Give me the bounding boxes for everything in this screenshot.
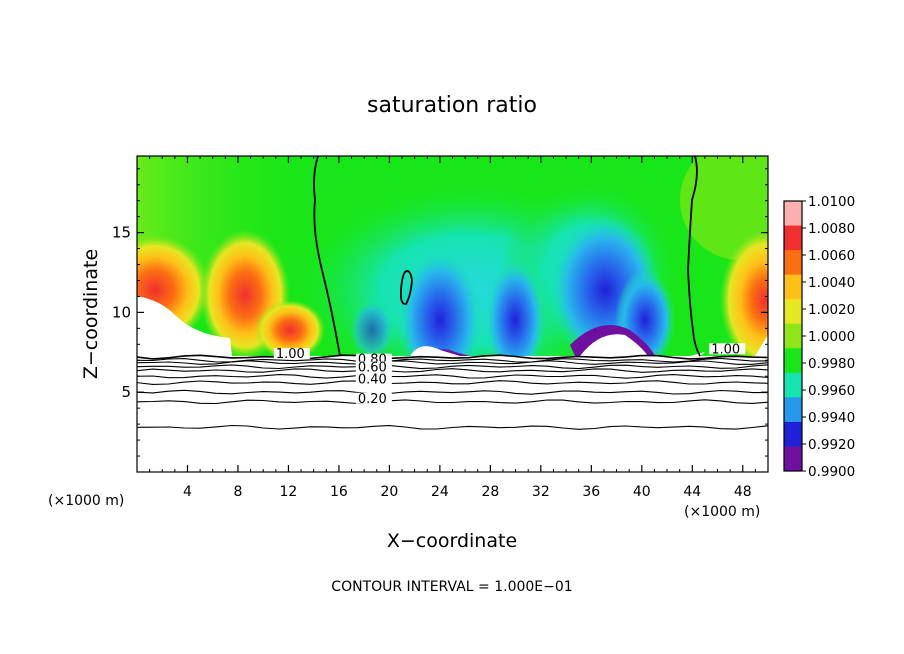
- x-tick-label: 40: [633, 484, 651, 500]
- contour-label: 1.00: [711, 342, 740, 357]
- colorbar-label: 0.9980: [808, 356, 855, 372]
- colorbar: 1.0100 1.0080 1.0060 1.0040 1.0020 1.0000 0.99…: [783, 194, 855, 480]
- colorbar-swatch: [784, 250, 802, 276]
- colorbar-label: 0.9920: [808, 437, 855, 453]
- x-axis-label: X−coordinate: [387, 530, 517, 552]
- x-tick-label: 24: [431, 484, 449, 500]
- colorbar-swatch: [784, 372, 802, 398]
- contour-label: 0.20: [358, 392, 387, 407]
- x-unit-right: (×1000 m): [684, 504, 760, 520]
- plot-area: 1.00 0.800.600.400.201.00: [137, 156, 768, 472]
- colorbar-swatch: [784, 397, 802, 423]
- field-white-mask: [137, 296, 768, 356]
- contour-label-bg: [355, 392, 392, 404]
- x-tick-label: 36: [582, 484, 600, 500]
- colorbar-label: 1.0100: [808, 194, 855, 210]
- contour-loop: [399, 270, 413, 305]
- contour-line: [137, 374, 768, 379]
- x-tick-label: 8: [233, 484, 242, 500]
- colorbar-swatch: [784, 274, 802, 300]
- contour-line: [137, 368, 768, 373]
- contour-label-bg: [355, 353, 392, 365]
- colorbar-label: 0.9960: [808, 383, 855, 399]
- x-unit-left: (×1000 m): [48, 493, 124, 509]
- contour-label-bg: [355, 361, 392, 373]
- contour-label-bg: [273, 348, 310, 360]
- colorbar-swatch: [784, 323, 802, 349]
- contour-line: [137, 364, 768, 370]
- contour-line: [137, 424, 768, 430]
- colorbar-swatch: [784, 421, 802, 447]
- y-tick-label: 5: [121, 383, 131, 401]
- y-tick-label: 10: [112, 303, 131, 321]
- x-tick-label: 28: [481, 484, 499, 500]
- contour-line: [137, 399, 768, 405]
- colorbar-label: 1.0060: [808, 248, 855, 264]
- colorbar-swatch: [784, 446, 802, 472]
- y-tick-label: 15: [112, 224, 131, 242]
- contour-interval-footer: CONTOUR INTERVAL = 1.000E−01: [331, 579, 572, 595]
- chart-title: saturation ratio: [367, 93, 537, 118]
- x-tick-label: 16: [330, 484, 348, 500]
- field-cyan-small: [350, 300, 394, 360]
- colorbar-swatch: [784, 225, 802, 251]
- field-red-left3: [255, 300, 325, 360]
- y-axis-ticks: 5 10 15: [112, 168, 768, 457]
- field-red-right: [720, 230, 768, 370]
- x-tick-label: 32: [532, 484, 550, 500]
- colorbar-swatch: [784, 299, 802, 325]
- contour-label-bg: [355, 373, 392, 385]
- x-tick-label: 12: [280, 484, 298, 500]
- x-tick-label: 44: [683, 484, 701, 500]
- field-blue-mid: [485, 260, 545, 380]
- contour-line: [137, 354, 768, 360]
- colorbar-label: 1.0080: [808, 221, 855, 237]
- contour-right-1-00: [687, 156, 701, 357]
- colorbar-label: 1.0020: [808, 302, 855, 318]
- contour-label-bg: [709, 343, 746, 355]
- colorbar-label: 0.9900: [808, 464, 855, 480]
- y-axis-label: Z−coordinate: [80, 249, 102, 379]
- x-axis-ticks: 4 8 12 16 20 24 28 32 36 40 44 48: [149, 156, 756, 500]
- x-tick-label: 4: [183, 484, 192, 500]
- contour-left-1-00: [313, 156, 341, 357]
- colorbar-swatch: [784, 201, 802, 227]
- colorbar-label: 1.0040: [808, 275, 855, 291]
- x-tick-label: 20: [380, 484, 398, 500]
- contour-label: 1.00: [276, 347, 305, 362]
- field-lower-white: [137, 356, 768, 472]
- field-right-top: [680, 156, 768, 260]
- colorbar-label: 0.9940: [808, 410, 855, 426]
- contour-label: 0.60: [358, 361, 387, 376]
- contour-line: [137, 380, 768, 385]
- contour-labels: 1.00 0.800.600.400.201.00: [273, 342, 746, 407]
- lower-contours: [137, 354, 768, 430]
- contour-label: 0.40: [358, 373, 387, 388]
- x-tick-label: 48: [734, 484, 752, 500]
- contour-line: [137, 360, 768, 365]
- colorbar-label: 1.0000: [808, 329, 855, 345]
- contour-line: [137, 389, 768, 395]
- colorbar-swatch: [784, 348, 802, 374]
